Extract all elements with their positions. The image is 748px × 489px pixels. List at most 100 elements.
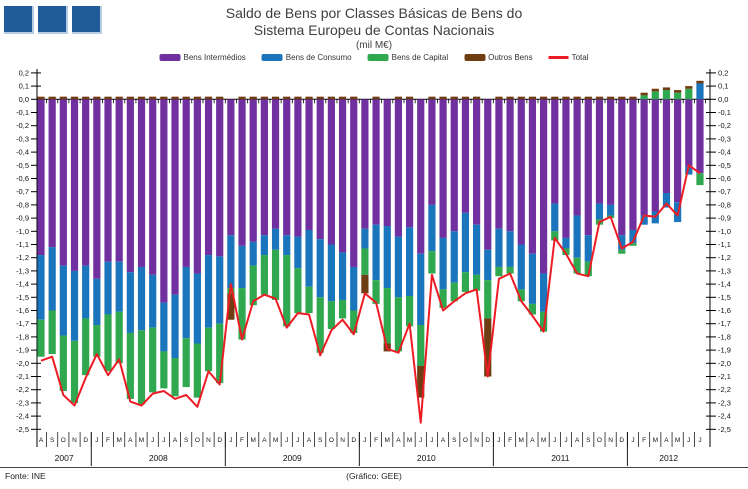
month-label: O <box>329 437 334 444</box>
year-label: 2012 <box>659 453 678 463</box>
month-label: M <box>273 437 278 444</box>
bar-segment-0 <box>350 99 358 267</box>
bar-segment-2 <box>461 272 470 293</box>
month-label: A <box>575 437 580 444</box>
bar-segment-2 <box>249 265 257 306</box>
bar-segment-1 <box>573 215 581 258</box>
bar-segment-2 <box>383 288 391 344</box>
month-label: A <box>664 437 669 444</box>
month-label: D <box>619 437 624 444</box>
bar-segment-1 <box>618 235 626 250</box>
legend-label: Bens Intermédios <box>183 53 246 62</box>
bar-segment-2 <box>484 280 492 319</box>
bar-segment-3 <box>607 96 615 100</box>
bar-segment-1 <box>305 229 313 287</box>
bar-segment-0 <box>528 99 537 254</box>
y-tick-label: -0,5 <box>718 161 731 170</box>
bar-segment-2 <box>528 303 537 315</box>
bar-segment-1 <box>249 241 257 266</box>
bar-segment-2 <box>137 330 146 405</box>
y-tick-label: -2,0 <box>718 359 731 368</box>
bar-segment-0 <box>573 99 581 216</box>
bar-segment-1 <box>528 253 537 304</box>
bar-segment-3 <box>350 96 358 100</box>
bar-segment-2 <box>439 289 447 308</box>
source-label: Fonte: INE <box>5 471 46 481</box>
y-tick-label: -1,2 <box>16 253 29 262</box>
bar-segment-1 <box>361 228 369 249</box>
bar-segment-3 <box>37 96 45 100</box>
y-tick-label: -0,4 <box>718 148 731 157</box>
y-tick-label: -1,3 <box>16 266 29 275</box>
bar-segment-2 <box>70 340 79 403</box>
month-label: J <box>229 437 232 444</box>
bar-segment-2 <box>283 255 291 327</box>
title-block: Saldo de Bens por Classes Básicas de Ben… <box>0 5 748 52</box>
bar-segment-1 <box>383 226 391 289</box>
legend-swatch-icon <box>261 54 283 61</box>
month-label: A <box>173 437 178 444</box>
y-tick-label: -0,8 <box>16 200 29 209</box>
y-tick-label: 0,2 <box>19 68 29 77</box>
bar-segment-3 <box>305 96 313 100</box>
month-label: J <box>162 437 165 444</box>
y-tick-label: 0,1 <box>718 82 728 91</box>
bar-segment-3 <box>182 96 190 100</box>
y-tick-label: -0,9 <box>718 214 731 223</box>
bar-segment-3 <box>216 96 224 100</box>
bar-segment-0 <box>137 99 146 267</box>
month-label: M <box>675 437 680 444</box>
bar-segment-3 <box>193 96 201 100</box>
month-label: D <box>83 437 88 444</box>
y-tick-label: -2,1 <box>718 372 731 381</box>
bar-segment-2 <box>417 325 425 366</box>
bar-segment-0 <box>640 99 648 216</box>
bar-segment-3 <box>82 96 90 100</box>
month-label: S <box>184 437 189 444</box>
y-tick-label: -2,3 <box>16 398 29 407</box>
bar-segment-2 <box>126 332 134 399</box>
bar-segment-0 <box>171 99 179 295</box>
bar-segment-1 <box>551 203 559 232</box>
bar-segment-3 <box>372 96 380 100</box>
month-label: J <box>151 437 154 444</box>
bar-segment-1 <box>495 228 503 267</box>
bar-segment-2 <box>171 358 179 397</box>
bar-segment-2 <box>260 255 268 295</box>
bar-segment-2 <box>696 173 704 186</box>
bar-segment-3 <box>696 80 704 84</box>
bar-segment-3 <box>573 96 581 100</box>
month-label: A <box>396 437 401 444</box>
bar-segment-0 <box>394 99 403 237</box>
bar-segment-2 <box>584 261 592 277</box>
bar-segment-3 <box>461 96 470 100</box>
month-label: M <box>541 437 546 444</box>
bar-segment-1 <box>696 83 704 100</box>
bar-segment-0 <box>227 99 235 236</box>
bar-segment-0 <box>294 99 302 237</box>
bar-segment-3 <box>48 96 56 100</box>
bar-segment-0 <box>283 99 291 236</box>
bar-segment-2 <box>160 351 168 389</box>
y-tick-label: -0,7 <box>16 187 29 196</box>
month-label: N <box>72 437 77 444</box>
y-tick-label: -2,5 <box>718 425 731 434</box>
bar-segment-1 <box>193 273 201 344</box>
bar-segment-2 <box>618 249 626 254</box>
bar-segment-0 <box>662 99 671 194</box>
bar-segment-3 <box>685 86 693 89</box>
bar-segment-0 <box>249 99 257 242</box>
bar-segment-0 <box>338 99 347 253</box>
year-label: 2008 <box>149 453 168 463</box>
bar-segment-3 <box>495 96 503 100</box>
y-tick-label: -2,1 <box>16 372 29 381</box>
bar-segment-2 <box>305 286 313 314</box>
bar-segment-2 <box>517 289 525 302</box>
bar-segment-2 <box>405 295 414 327</box>
bar-segment-3 <box>595 96 604 100</box>
bar-segment-1 <box>104 261 112 315</box>
bar-segment-0 <box>405 99 414 228</box>
bar-segment-2 <box>316 297 324 353</box>
y-tick-label: -1,6 <box>718 306 731 315</box>
bar-segment-2 <box>104 314 112 372</box>
